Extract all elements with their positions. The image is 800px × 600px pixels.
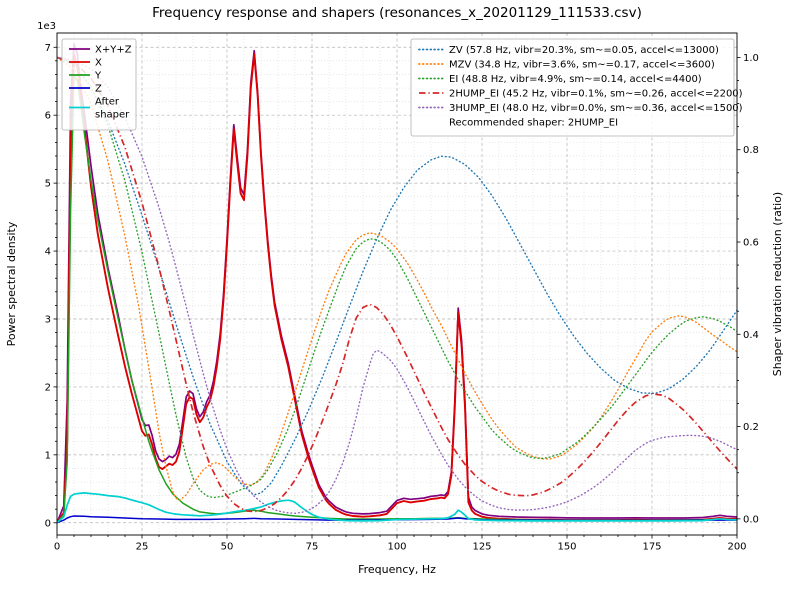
legend-psd-label: Z	[95, 84, 102, 95]
x-tick-label: 25	[136, 542, 149, 553]
x-tick-label: 150	[557, 542, 576, 553]
series-x-line	[57, 53, 737, 524]
y-left-tick-label: 1	[45, 450, 51, 461]
legend-shaper-label: 3HUMP_EI (48.0 Hz, vibr=0.0%, sm~=0.36, …	[449, 103, 743, 114]
x-tick-label: 50	[221, 542, 234, 553]
axis-ticks	[53, 46, 741, 539]
y-right-axis-label: Shaper vibration reduction (ratio)	[771, 192, 784, 376]
y-left-tick-label: 3	[45, 314, 51, 325]
y-left-tick-label: 0	[45, 518, 51, 529]
series-after-shaper-line	[57, 492, 737, 524]
y-right-tick-label: 0.0	[743, 514, 759, 525]
x-tick-label: 125	[472, 542, 491, 553]
x-tick-label: 0	[54, 542, 60, 553]
x-tick-label: 100	[387, 542, 406, 553]
chart-title: Frequency response and shapers (resonanc…	[152, 5, 642, 21]
legend-psd-label: X+Y+Z	[95, 45, 132, 56]
legend-psd-label: After	[95, 97, 120, 108]
x-axis-label: Frequency, Hz	[358, 563, 436, 576]
x-tick-label: 75	[306, 542, 319, 553]
legend-recommended-note: Recommended shaper: 2HUMP_EI	[449, 118, 618, 129]
x-tick-label: 175	[642, 542, 661, 553]
y-left-offset-label: 1e3	[37, 21, 56, 32]
x-tick-label: 200	[727, 542, 746, 553]
y-right-tick-label: 1.0	[743, 53, 759, 64]
y-left-tick-label: 5	[45, 179, 51, 190]
y-left-tick-label: 2	[45, 382, 51, 393]
series-3hump-ei-line	[57, 56, 737, 514]
y-left-tick-label: 4	[45, 247, 51, 258]
tick-labels: 0 25 50 75 100 125 150 175 200 0 1 2 3 4 5 6 7 0.0 0.2 0.4 0…	[45, 43, 759, 553]
legend-psd: X+Y+Z XYZ After shaper	[61, 38, 137, 131]
series-zv-line	[57, 56, 737, 496]
y-right-tick-label: 0.8	[743, 145, 759, 156]
y-right-tick-label: 0.4	[743, 330, 759, 341]
y-right-tick-label: 0.6	[743, 238, 759, 249]
series-group	[57, 43, 737, 524]
y-right-tick-label: 0.2	[743, 422, 759, 433]
legend-shaper-label: 2HUMP_EI (45.2 Hz, vibr=0.1%, sm~=0.26, …	[449, 89, 743, 100]
legend-psd-label: shaper	[95, 110, 130, 121]
legend-psd-label: Y	[94, 71, 102, 82]
legend-shaper-label: EI (48.8 Hz, vibr=4.9%, sm~=0.14, accel<…	[449, 74, 702, 85]
legend-shaper-label: MZV (34.8 Hz, vibr=3.6%, sm~=0.17, accel…	[449, 60, 715, 71]
series-ei-line	[57, 56, 737, 499]
legend-psd-label: X	[95, 58, 102, 69]
y-left-tick-label: 7	[45, 43, 51, 54]
legend-shaper-label: ZV (57.8 Hz, vibr=20.3%, sm~=0.05, accel…	[449, 45, 719, 56]
y-left-tick-label: 6	[45, 111, 51, 122]
legend-shapers-box	[410, 38, 735, 137]
legend-shapers: ZV (57.8 Hz, vibr=20.3%, sm~=0.05, accel…	[410, 38, 743, 137]
y-left-axis-label: Power spectral density	[5, 221, 18, 346]
